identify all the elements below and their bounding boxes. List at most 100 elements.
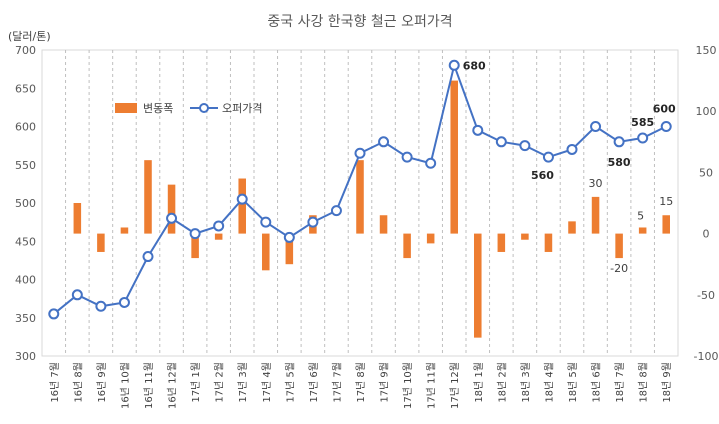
change-bar bbox=[544, 233, 553, 252]
change-bar bbox=[167, 184, 176, 234]
change-bar bbox=[591, 196, 600, 234]
change-bar bbox=[262, 233, 270, 271]
change-bar bbox=[379, 215, 388, 234]
right-axis: -100 -50 0 50 100 150 bbox=[694, 44, 719, 363]
legend: 변동폭 오퍼가격 bbox=[115, 102, 262, 115]
price-point bbox=[566, 143, 578, 155]
x-axis-tick-label: 17년 4월 bbox=[261, 362, 273, 403]
x-axis-tick-label: 17년 9월 bbox=[379, 362, 391, 403]
left-axis-unit: (달러/톤) bbox=[8, 30, 51, 43]
price-point bbox=[330, 205, 342, 217]
x-axis-tick-label: 17년 2월 bbox=[214, 362, 226, 403]
x-axis-tick-label: 17년 7월 bbox=[331, 362, 343, 403]
change-bar bbox=[214, 233, 223, 240]
price-point bbox=[48, 308, 60, 320]
price-point bbox=[495, 136, 507, 148]
legend-label-bar: 변동폭 bbox=[143, 102, 173, 115]
change-bar bbox=[497, 233, 506, 252]
change-bar bbox=[521, 233, 529, 240]
x-axis-tick-label: 17년 8월 bbox=[355, 362, 367, 403]
line-data-label: 585 bbox=[631, 116, 654, 129]
price-point bbox=[448, 59, 460, 71]
price-point bbox=[660, 121, 672, 132]
change-bar bbox=[97, 233, 105, 252]
price-point bbox=[189, 228, 201, 240]
x-axis-tick-label: 18년 8월 bbox=[638, 362, 650, 403]
price-point bbox=[236, 193, 248, 205]
right-axis-tick-label: -100 bbox=[694, 350, 719, 363]
legend-swatch-bar bbox=[115, 103, 137, 113]
x-axis-tick-label: 16년 12월 bbox=[167, 362, 179, 409]
price-point bbox=[637, 132, 649, 144]
change-bar bbox=[403, 233, 411, 259]
x-axis-tick-label: 18년 5월 bbox=[567, 362, 579, 403]
x-axis-tick-label: 18년 1월 bbox=[473, 362, 485, 403]
right-axis-tick-label: -50 bbox=[697, 289, 715, 302]
left-axis-tick-label: 350 bbox=[15, 312, 36, 325]
price-point bbox=[613, 136, 625, 148]
price-point bbox=[95, 300, 107, 312]
line-data-label: 680 bbox=[463, 59, 486, 72]
x-axis-tick-label: 17년 11월 bbox=[426, 362, 438, 409]
right-axis-tick-label: 150 bbox=[696, 44, 717, 57]
left-axis-tick-label: 600 bbox=[15, 121, 36, 134]
line-layer bbox=[48, 59, 672, 320]
x-axis-tick-label: 16년 11월 bbox=[143, 362, 155, 409]
price-point bbox=[401, 151, 413, 163]
price-point bbox=[213, 220, 225, 232]
price-point bbox=[519, 140, 531, 152]
change-bar bbox=[285, 233, 294, 265]
x-axis-tick-label: 18년 9월 bbox=[661, 362, 673, 403]
x-axis-tick-label: 17년 6월 bbox=[308, 362, 320, 403]
left-axis-tick-label: 450 bbox=[15, 235, 36, 248]
legend-label-line: 오퍼가격 bbox=[222, 102, 262, 115]
price-point bbox=[542, 151, 554, 163]
change-bar bbox=[356, 160, 364, 234]
right-axis-tick-label: 50 bbox=[699, 166, 713, 179]
change-bar bbox=[615, 233, 623, 259]
left-axis-tick-label: 400 bbox=[15, 274, 36, 287]
right-axis-tick-label: 100 bbox=[696, 105, 717, 118]
legend-swatch-marker bbox=[199, 103, 209, 113]
price-point bbox=[118, 296, 130, 308]
x-axis-tick-label: 16년 10월 bbox=[119, 362, 131, 409]
left-axis-tick-label: 700 bbox=[15, 44, 36, 57]
change-bar bbox=[568, 221, 576, 234]
price-point bbox=[378, 136, 390, 148]
change-bar bbox=[426, 233, 435, 244]
price-point bbox=[472, 124, 484, 136]
price-point bbox=[166, 212, 178, 224]
x-axis-tick-label: 17년 5월 bbox=[284, 362, 296, 403]
price-point bbox=[354, 147, 366, 159]
right-axis-tick-label: 0 bbox=[703, 228, 710, 241]
chart-title: 중국 사강 한국향 철근 오퍼가격 bbox=[267, 14, 452, 30]
price-point bbox=[283, 231, 295, 243]
bar-data-label: -20 bbox=[610, 262, 628, 275]
price-point bbox=[142, 251, 154, 263]
x-axis-tick-label: 16년 8월 bbox=[72, 362, 84, 403]
bar-layer bbox=[73, 80, 670, 338]
line-data-label: 580 bbox=[608, 156, 631, 169]
bar-data-label: 15 bbox=[659, 195, 673, 208]
x-axis: 16년 7월 16년 8월 16년 9월 16년 10월 16년 11월 16년 12월 1… bbox=[49, 362, 673, 409]
x-axis-tick-label: 18년 3월 bbox=[520, 362, 532, 403]
price-point bbox=[260, 216, 272, 228]
change-bar bbox=[474, 233, 482, 338]
change-bar bbox=[120, 227, 129, 234]
x-axis-tick-label: 18년 2월 bbox=[496, 362, 508, 403]
left-axis-tick-label: 650 bbox=[15, 82, 36, 95]
left-axis: 300 350 400 450 500 550 600 650 700 bbox=[15, 44, 36, 363]
bar-data-label: 5 bbox=[637, 209, 644, 222]
price-point bbox=[307, 216, 319, 228]
x-axis-tick-label: 18년 4월 bbox=[543, 362, 555, 403]
x-axis-tick-label: 18년 7월 bbox=[614, 362, 626, 403]
change-bar bbox=[238, 178, 246, 234]
price-point bbox=[590, 121, 602, 132]
bar-data-label: 30 bbox=[589, 177, 603, 190]
line-data-label: 560 bbox=[531, 169, 554, 182]
left-axis-tick-label: 500 bbox=[15, 197, 36, 210]
x-axis-tick-label: 17년 10월 bbox=[402, 362, 414, 409]
